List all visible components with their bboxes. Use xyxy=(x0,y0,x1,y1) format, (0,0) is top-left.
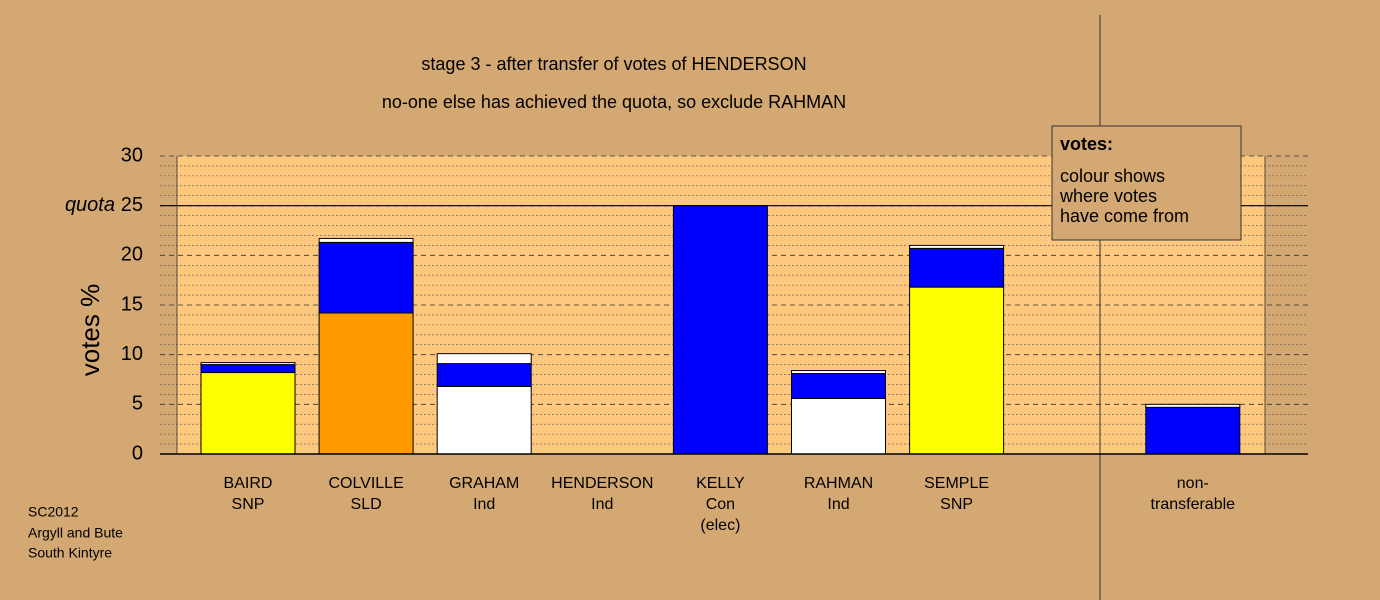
x-tick-label: SNP xyxy=(940,496,973,513)
chart-subtitle: no-one else has achieved the quota, so e… xyxy=(382,92,846,112)
bar-segment xyxy=(436,363,532,387)
bar-segment xyxy=(318,312,414,455)
bar-segment xyxy=(1145,406,1241,455)
bar-segment xyxy=(791,397,886,455)
plot: 0 5 10 15 20 25 30 quota BAIRD SNP COLVILLE SLD GRAH… xyxy=(65,144,1308,534)
footnote: Argyll and Bute xyxy=(28,525,123,541)
legend-text: where votes xyxy=(1059,186,1157,206)
x-tick-label: GRAHAM xyxy=(449,475,519,492)
bar-segment xyxy=(672,205,768,455)
x-tick-label: Ind xyxy=(473,496,495,513)
bar-segment xyxy=(200,372,296,455)
legend: votes: colour shows where votes have com… xyxy=(1051,125,1242,241)
x-tick-label: Ind xyxy=(827,496,849,513)
y-axis-label: votes % xyxy=(75,284,105,377)
legend-text: colour shows xyxy=(1060,166,1165,186)
x-tick-label: HENDERSON xyxy=(551,475,653,492)
x-tick-label: (elec) xyxy=(700,517,740,534)
x-tick-label: BAIRD xyxy=(224,475,273,492)
y-tick-label: 0 xyxy=(132,442,143,464)
y-tick-label: 30 xyxy=(121,144,143,166)
x-tick-label: transferable xyxy=(1151,496,1236,513)
bar-segment xyxy=(909,244,1005,249)
x-tick-label: SEMPLE xyxy=(924,475,989,492)
bar-segment xyxy=(200,362,296,366)
chart-title: stage 3 - after transfer of votes of HEN… xyxy=(421,54,806,74)
x-tick-label: SNP xyxy=(232,496,265,513)
bar-segment xyxy=(791,373,886,399)
bar-segment xyxy=(200,364,296,374)
footnote: South Kintyre xyxy=(28,545,112,561)
bar-segment xyxy=(436,385,532,455)
y-tick-label: 20 xyxy=(121,244,143,266)
bar-segment xyxy=(909,286,1005,455)
y-tick-label: 15 xyxy=(121,293,143,315)
bar-segment xyxy=(1145,403,1241,408)
x-tick-label: Ind xyxy=(591,496,613,513)
legend-box xyxy=(1051,125,1242,241)
legend-text: have come from xyxy=(1060,206,1189,226)
x-tick-label: KELLY xyxy=(696,475,745,492)
legend-title: votes: xyxy=(1060,134,1113,154)
x-tick-label: Con xyxy=(706,496,735,513)
y-tick-label: 5 xyxy=(132,393,143,415)
x-tick-label: RAHMAN xyxy=(804,475,873,492)
quota-label: quota xyxy=(65,194,115,216)
bar-segment xyxy=(436,353,532,365)
bar-segment xyxy=(318,241,414,314)
bar-segment xyxy=(791,370,886,375)
bar-segment xyxy=(318,237,414,243)
x-tick-label: COLVILLE xyxy=(328,475,403,492)
bar-segment xyxy=(909,247,1005,288)
x-tick-label: SLD xyxy=(351,496,382,513)
y-tick-label: 25 xyxy=(121,194,143,216)
x-tick-label: non- xyxy=(1177,475,1209,492)
footnote: SC2012 xyxy=(28,504,79,520)
y-tick-label: 10 xyxy=(121,343,143,365)
